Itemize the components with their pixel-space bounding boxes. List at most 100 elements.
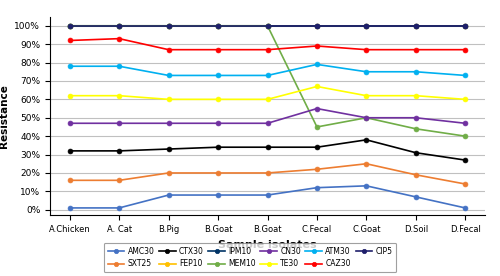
CN30: [364, 116, 370, 120]
MEM10: [67, 24, 73, 27]
AMC30: [215, 193, 221, 197]
CTX30: [314, 145, 320, 149]
CIP5: [462, 24, 468, 27]
FEP10: [215, 24, 221, 27]
AMC30: [314, 186, 320, 189]
CIP5: [116, 24, 122, 27]
CIP5: [215, 24, 221, 27]
AMC30: [166, 193, 172, 197]
CIP5: [364, 24, 370, 27]
CIP5: [314, 24, 320, 27]
CTX30: [364, 138, 370, 142]
FEP10: [314, 24, 320, 27]
AMC30: [364, 184, 370, 187]
ATM30: [116, 65, 122, 68]
CN30: [264, 122, 270, 125]
IPM10: [215, 24, 221, 27]
TE30: [264, 98, 270, 101]
CTX30: [462, 158, 468, 162]
CAZ30: [264, 48, 270, 51]
SXT25: [215, 171, 221, 175]
SXT25: [364, 162, 370, 165]
MEM10: [166, 24, 172, 27]
IPM10: [364, 24, 370, 27]
CAZ30: [462, 48, 468, 51]
IPM10: [67, 24, 73, 27]
ATM30: [215, 74, 221, 77]
SXT25: [413, 173, 419, 176]
FEP10: [413, 24, 419, 27]
Y-axis label: Resistance: Resistance: [0, 84, 9, 148]
SXT25: [462, 182, 468, 186]
CAZ30: [314, 44, 320, 48]
TE30: [314, 85, 320, 88]
CN30: [462, 122, 468, 125]
CAZ30: [116, 37, 122, 40]
CAZ30: [67, 39, 73, 42]
TE30: [413, 94, 419, 97]
ATM30: [67, 65, 73, 68]
MEM10: [462, 134, 468, 138]
CAZ30: [413, 48, 419, 51]
CAZ30: [364, 48, 370, 51]
AMC30: [462, 206, 468, 209]
CN30: [413, 116, 419, 120]
TE30: [215, 98, 221, 101]
CTX30: [413, 151, 419, 154]
MEM10: [264, 24, 270, 27]
FEP10: [364, 24, 370, 27]
CTX30: [166, 147, 172, 151]
AMC30: [116, 206, 122, 209]
IPM10: [462, 24, 468, 27]
AMC30: [413, 195, 419, 198]
Line: CN30: CN30: [68, 106, 468, 126]
SXT25: [264, 171, 270, 175]
FEP10: [462, 24, 468, 27]
Line: IPM10: IPM10: [68, 23, 468, 28]
SXT25: [166, 171, 172, 175]
IPM10: [413, 24, 419, 27]
Line: ATM30: ATM30: [68, 62, 468, 78]
MEM10: [364, 116, 370, 120]
IPM10: [166, 24, 172, 27]
MEM10: [314, 125, 320, 129]
CTX30: [67, 149, 73, 153]
Line: CIP5: CIP5: [68, 23, 468, 28]
CTX30: [215, 145, 221, 149]
CIP5: [413, 24, 419, 27]
CAZ30: [166, 48, 172, 51]
IPM10: [264, 24, 270, 27]
CN30: [116, 122, 122, 125]
Line: MEM10: MEM10: [68, 23, 468, 139]
ATM30: [413, 70, 419, 73]
CIP5: [264, 24, 270, 27]
CIP5: [166, 24, 172, 27]
SXT25: [116, 179, 122, 182]
Line: FEP10: FEP10: [68, 23, 468, 28]
CN30: [166, 122, 172, 125]
IPM10: [314, 24, 320, 27]
ATM30: [462, 74, 468, 77]
Line: AMC30: AMC30: [68, 184, 468, 210]
AMC30: [67, 206, 73, 209]
ATM30: [314, 63, 320, 66]
TE30: [116, 94, 122, 97]
TE30: [462, 98, 468, 101]
FEP10: [166, 24, 172, 27]
FEP10: [116, 24, 122, 27]
AMC30: [264, 193, 270, 197]
X-axis label: Sample isolates: Sample isolates: [218, 240, 317, 250]
CTX30: [264, 145, 270, 149]
TE30: [67, 94, 73, 97]
IPM10: [116, 24, 122, 27]
ATM30: [264, 74, 270, 77]
ATM30: [364, 70, 370, 73]
CN30: [314, 107, 320, 110]
CIP5: [67, 24, 73, 27]
TE30: [166, 98, 172, 101]
Line: CAZ30: CAZ30: [68, 36, 468, 52]
Legend: AMC30, SXT25, CTX30, FEP10, IPM10, MEM10, CN30, TE30, ATM30, CAZ30, CIP5: AMC30, SXT25, CTX30, FEP10, IPM10, MEM10…: [104, 243, 396, 272]
CN30: [215, 122, 221, 125]
Line: CTX30: CTX30: [68, 137, 468, 163]
MEM10: [413, 127, 419, 131]
